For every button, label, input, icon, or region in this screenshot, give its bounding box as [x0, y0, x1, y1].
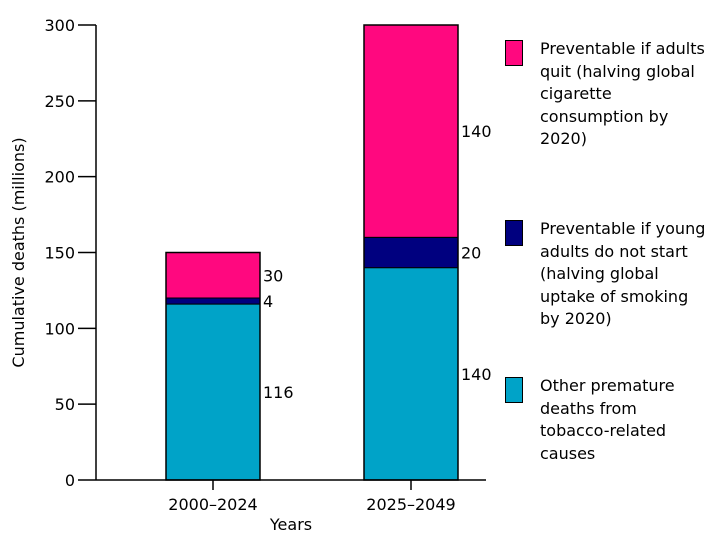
bar-segment [165, 297, 261, 305]
bar-segment [363, 267, 459, 481]
bar-segment [363, 24, 459, 238]
data-labels-group: 116 4 30 140 20 140 [263, 122, 492, 402]
y-tick-label: 0 [65, 471, 75, 490]
x-tick-label: 2025–2049 [366, 495, 455, 514]
y-axis-label: Cumulative deaths (millions) [9, 137, 28, 367]
data-label: 4 [263, 292, 273, 311]
y-tick-label: 150 [44, 244, 75, 263]
data-label: 140 [461, 122, 492, 141]
legend-item-other-deaths: Other premature deaths from tobacco-rela… [505, 375, 708, 465]
y-tick-label: 100 [44, 319, 75, 338]
bars-group [165, 24, 459, 481]
bar-segment [165, 252, 261, 299]
data-label: 140 [461, 365, 492, 384]
data-label: 116 [263, 383, 294, 402]
legend-swatch-adults-quit [505, 40, 523, 66]
legend-label-other-deaths: Other premature deaths from tobacco-rela… [540, 376, 675, 463]
x-axis-label: Years [269, 515, 312, 534]
x-ticks-group: 2000–2024 2025–2049 [168, 480, 456, 514]
legend-item-young-adults: Preventable if young adults do not start… [505, 218, 708, 331]
legend-label-adults-quit: Preventable if adults quit (halving glob… [540, 39, 705, 148]
data-label: 30 [263, 266, 283, 285]
bar-segment [363, 236, 459, 269]
x-tick-label: 2000–2024 [168, 495, 257, 514]
y-ticks-group: 0 50 100 150 200 250 300 [44, 16, 96, 490]
legend-label-young-adults: Preventable if young adults do not start… [540, 219, 706, 328]
bar-segment [165, 303, 261, 481]
y-tick-label: 50 [55, 395, 75, 414]
legend-item-adults-quit: Preventable if adults quit (halving glob… [505, 38, 708, 151]
data-label: 20 [461, 244, 481, 263]
y-tick-label: 200 [44, 168, 75, 187]
y-tick-label: 300 [44, 16, 75, 35]
legend-swatch-other-deaths [505, 377, 523, 403]
y-tick-label: 250 [44, 92, 75, 111]
legend-swatch-young-adults [505, 220, 523, 246]
